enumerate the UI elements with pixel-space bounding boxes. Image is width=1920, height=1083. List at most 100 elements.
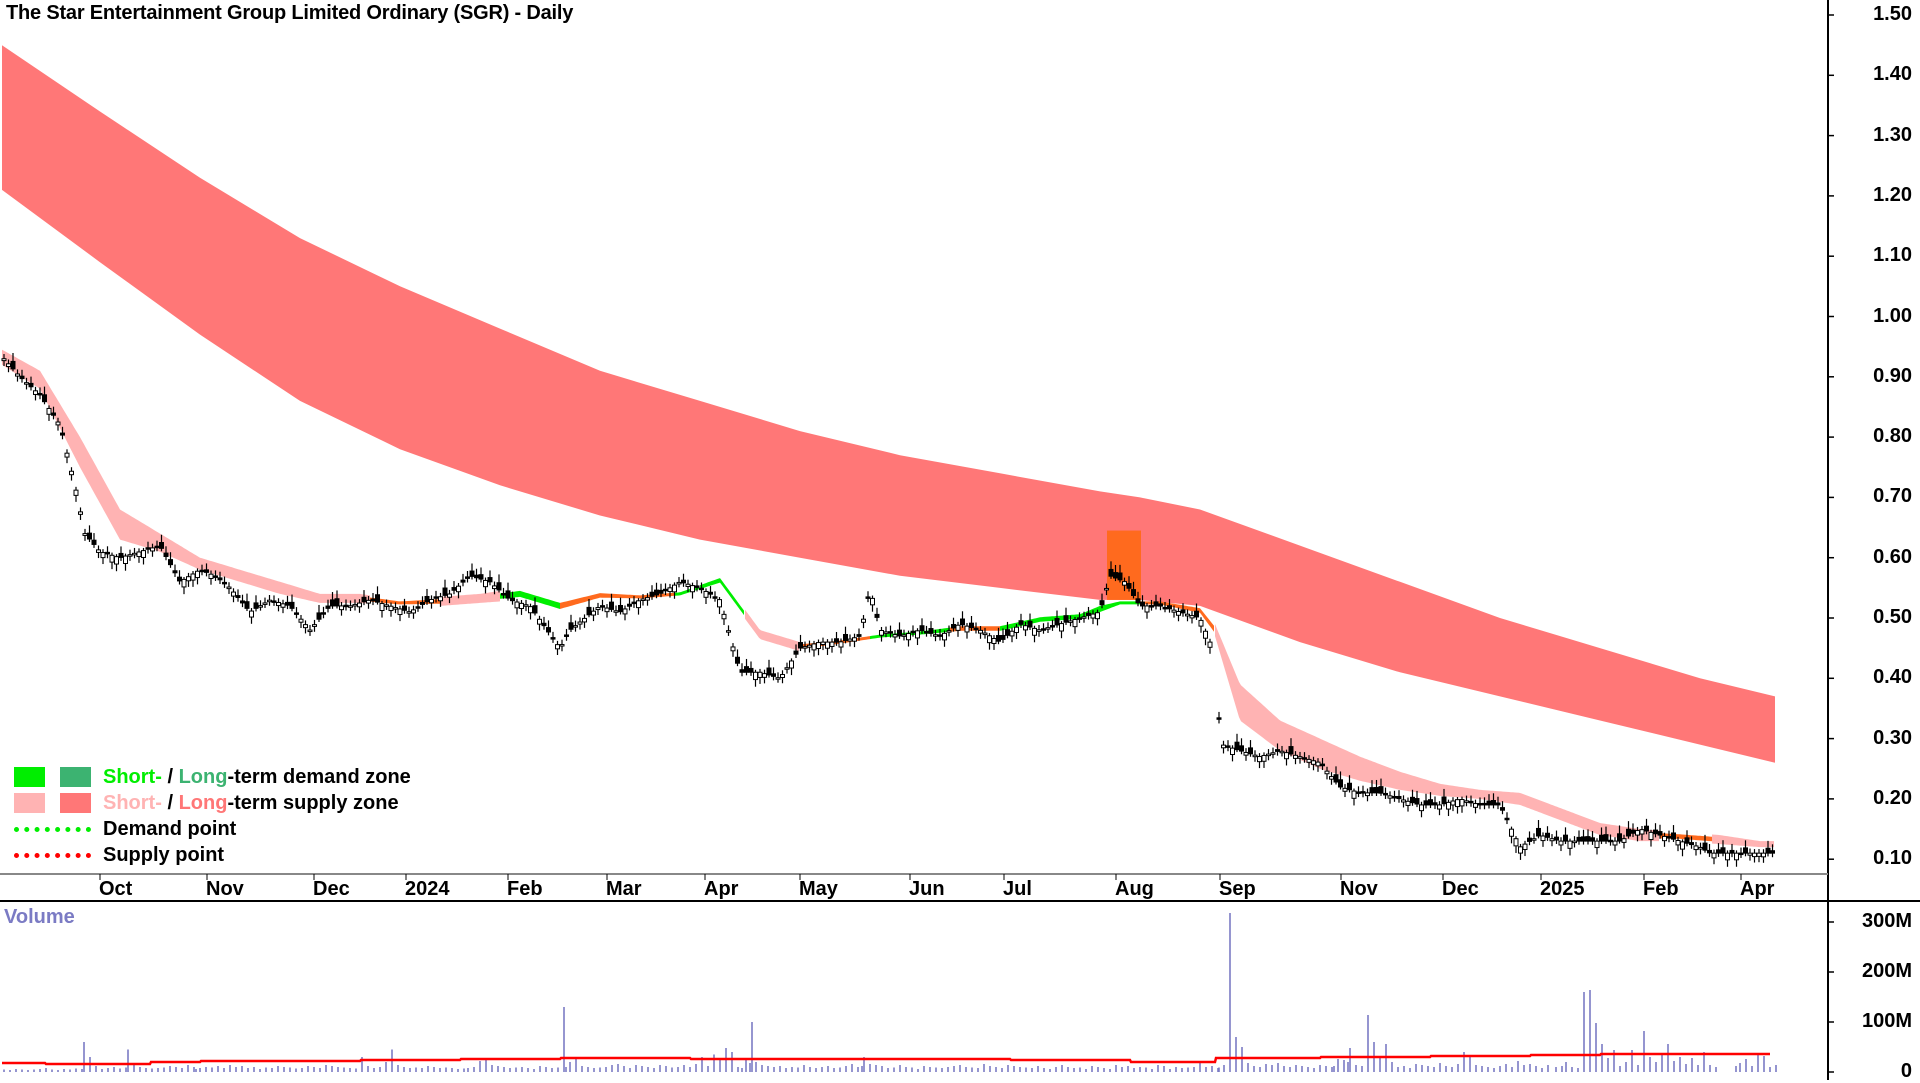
candle — [397, 605, 403, 622]
candle-body — [1617, 833, 1622, 842]
candle — [1288, 738, 1294, 757]
candle-body — [1572, 840, 1577, 844]
candle-body — [726, 630, 731, 633]
candle — [915, 628, 920, 646]
candle-body — [1378, 786, 1384, 794]
candle — [775, 672, 781, 683]
candle-body — [1459, 799, 1465, 807]
candle-body — [645, 597, 650, 601]
candle-body — [388, 605, 394, 612]
legend-short-label: Short- — [103, 765, 162, 788]
candle-body — [1167, 605, 1172, 610]
time-tick-label: Apr — [704, 878, 739, 900]
candle — [1446, 799, 1451, 817]
candle-body — [618, 604, 623, 613]
candle-body — [541, 622, 547, 627]
candle-body — [379, 603, 385, 612]
candle — [1248, 740, 1253, 757]
candle-body — [1581, 836, 1586, 842]
candle-body — [856, 634, 862, 637]
candle — [991, 635, 997, 650]
short-term-neutral-zone — [600, 592, 674, 599]
candle-body — [1248, 747, 1253, 755]
volume-tick-label: 200M — [1861, 960, 1912, 982]
candle-body — [600, 605, 605, 608]
volume-tick-label: 300M — [1861, 910, 1912, 932]
candle-body — [1185, 613, 1190, 617]
candle — [987, 633, 992, 650]
short-term-supply-zone — [745, 609, 799, 651]
candle — [1554, 830, 1559, 844]
candle-body — [397, 608, 403, 616]
candle-body — [109, 554, 115, 563]
candle-body — [883, 631, 889, 634]
candle-body — [1018, 620, 1024, 625]
candle-body — [1738, 852, 1744, 856]
candle — [789, 658, 794, 676]
candle — [1747, 848, 1753, 861]
candle-body — [1765, 847, 1771, 854]
short-supply-swatch-icon — [14, 793, 45, 813]
candle-body — [1486, 800, 1492, 806]
candle — [73, 486, 79, 502]
candle-body — [1126, 583, 1132, 589]
candle-body — [1482, 802, 1487, 806]
candle — [1203, 628, 1208, 646]
candle-body — [1239, 745, 1244, 752]
candle-body — [528, 606, 533, 614]
candle-body — [1329, 776, 1334, 780]
candle-body — [325, 605, 331, 609]
candle — [249, 608, 254, 624]
candle — [190, 571, 196, 587]
candle — [357, 599, 362, 613]
candle — [1648, 829, 1654, 847]
candle — [897, 622, 902, 639]
candle — [1351, 788, 1357, 806]
candle-body — [1315, 761, 1321, 767]
volume-panel-title: Volume — [4, 906, 75, 928]
candle-body — [177, 576, 182, 582]
candle — [1347, 775, 1352, 793]
candle — [514, 598, 520, 615]
candle-body — [1599, 834, 1604, 842]
candle — [523, 599, 529, 612]
candle — [784, 662, 790, 674]
candle-body — [1513, 838, 1519, 847]
candle-body — [1338, 779, 1343, 788]
candle — [1243, 748, 1249, 761]
candle-body — [1729, 849, 1735, 854]
candle — [672, 582, 677, 599]
candle — [780, 670, 785, 684]
candle-body — [1635, 830, 1640, 836]
candle-body — [1131, 589, 1136, 596]
candle — [1158, 597, 1163, 611]
candle-body — [1158, 603, 1163, 607]
candle — [658, 583, 664, 598]
candle-body — [1014, 626, 1019, 634]
candle-body — [1752, 852, 1757, 858]
candle — [1450, 797, 1456, 812]
candle-body — [1077, 617, 1082, 620]
candle — [429, 595, 434, 609]
candle-body — [1401, 799, 1406, 803]
candle — [982, 627, 988, 639]
candle-body — [1383, 792, 1388, 796]
candle-body — [150, 547, 155, 552]
short-term-supply-zone — [2, 349, 370, 604]
candle — [1329, 772, 1334, 785]
candle — [82, 528, 88, 541]
candle-body — [1495, 802, 1501, 806]
candle — [1495, 796, 1501, 810]
candle — [820, 637, 826, 651]
candle-body — [1545, 832, 1550, 838]
candle-body — [631, 601, 637, 605]
candle — [870, 595, 875, 612]
short-demand-swatch-icon — [14, 767, 45, 787]
candle — [1590, 831, 1595, 845]
candle-body — [231, 591, 236, 597]
candle — [960, 611, 965, 628]
candle-body — [1522, 843, 1528, 851]
candle-body — [1603, 834, 1609, 842]
candle — [1104, 583, 1109, 596]
candle — [703, 588, 709, 605]
